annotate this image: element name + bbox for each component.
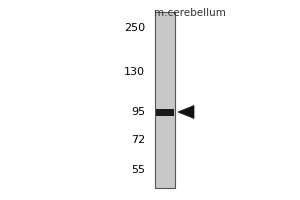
Text: 130: 130 — [124, 67, 145, 77]
Bar — [155, 12, 175, 188]
Text: 95: 95 — [131, 107, 145, 117]
Text: 55: 55 — [131, 165, 145, 175]
Bar — [156, 108, 174, 116]
Text: m.cerebellum: m.cerebellum — [154, 8, 226, 18]
Text: 250: 250 — [124, 23, 145, 33]
Polygon shape — [178, 106, 194, 118]
Text: 72: 72 — [131, 135, 145, 145]
